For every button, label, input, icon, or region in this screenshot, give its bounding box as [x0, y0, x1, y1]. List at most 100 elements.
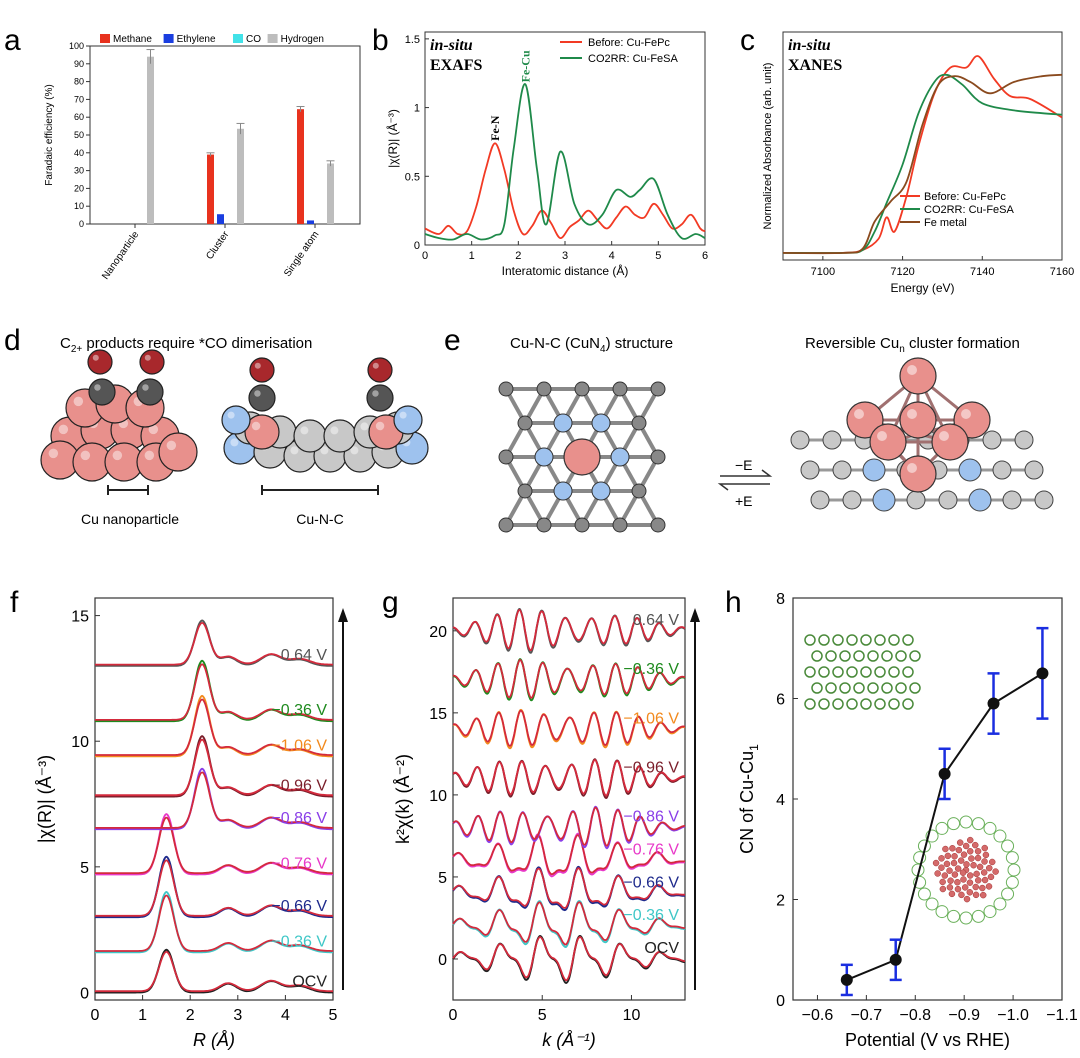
carbon-atom [982, 430, 1002, 450]
h-inset-lattice-ring [818, 666, 830, 678]
h-inset-cluster-atom [946, 884, 954, 891]
h-inset-cluster-atom [966, 889, 974, 896]
a-legend-swatch-ethylene [163, 34, 174, 43]
h-xtick-label: −1.1 [1046, 1007, 1078, 1024]
h-inset-lattice-ring [804, 666, 816, 678]
oxygen-atom [139, 349, 165, 375]
h-inset-lattice-ring [888, 698, 900, 710]
h-inset-cluster-atom [992, 868, 999, 875]
cu-atom-highlight [148, 424, 159, 435]
carbon-atom [536, 381, 552, 397]
h-inset-ring-atom [993, 897, 1007, 911]
a-legend-label-hydrogen: Hydrogen [281, 34, 324, 45]
a-bar-hydrogen [237, 128, 244, 224]
panel-e-title-left: Cu-N-C (CuN4) structure [510, 335, 673, 355]
h-ytick-label: 8 [776, 591, 785, 608]
h-inset-cluster-atom [981, 858, 988, 865]
h-inset-lattice-ring [874, 698, 886, 710]
c-series-line-2 [782, 73, 1063, 255]
carbon-atom-highlight [254, 390, 261, 397]
h-inset-cluster-atom [981, 876, 989, 884]
b-annotation-main: EXAFS [430, 57, 483, 74]
f-xtick-label: 5 [329, 1007, 338, 1024]
h-inset-ring-atom [1005, 875, 1019, 889]
h-inset-cluster-atom [941, 872, 949, 879]
h-inset-lattice-ring [811, 682, 823, 694]
cu-atom [563, 438, 601, 476]
g-spectrum-fit [452, 936, 686, 982]
cu-atom [931, 423, 969, 461]
f-arrowhead [338, 608, 348, 622]
f-ytick-label: 15 [71, 609, 89, 626]
carbon-atom-highlight [372, 390, 379, 397]
h-inset-cluster-atom [948, 890, 956, 898]
a-ytick-label: 100 [69, 41, 84, 51]
g-ylabel: k²χ(k) (Å⁻²) [393, 754, 413, 844]
h-inset-ring-atom [935, 821, 949, 835]
a-ytick-label: 90 [74, 59, 84, 69]
g-spectrum-label: −0.66 V [623, 874, 679, 891]
h-inset-ring-atom [959, 815, 973, 829]
f-ytick-label: 5 [80, 860, 89, 877]
h-inset-lattice-ring [902, 634, 914, 646]
h-inset-lattice-ring [895, 682, 907, 694]
g-spectrum-label: −1.06 V [623, 710, 679, 727]
carbon-atom [574, 517, 590, 533]
g-spectrum-label: −0.36 V [623, 907, 679, 924]
c-xtick-label: 7140 [970, 266, 994, 278]
nitrogen-atom-highlight [399, 411, 407, 419]
h-inset-cluster-atom [938, 855, 945, 862]
a-bar-ethylene [307, 220, 314, 224]
f-spectrum-fit [94, 816, 333, 875]
carbon-atom [612, 517, 628, 533]
h-xtick-label: −0.6 [802, 1007, 834, 1024]
carbon-atom [631, 415, 647, 431]
h-inset-cluster-atom [963, 861, 970, 868]
h-inset-cluster-atom [981, 844, 988, 852]
carbon-atom [938, 490, 958, 510]
h-inset-ring-atom [1001, 887, 1015, 901]
h-inset-lattice-ring [804, 634, 816, 646]
g-spectrum-label: 0.64 V [633, 612, 680, 629]
f-spectrum-fit [95, 698, 333, 756]
a-bar-methane [297, 109, 304, 224]
f-spectrum-label: −0.36 V [271, 933, 327, 950]
h-xtick-label: −1.0 [997, 1007, 1029, 1024]
carbon-atom [650, 381, 666, 397]
c-frame [782, 31, 1063, 261]
h-inset-cluster-atom [939, 878, 946, 886]
a-ytick-label: 40 [74, 148, 84, 158]
h-inset-ring-atom [983, 821, 997, 835]
h-inset-cluster-atom [932, 859, 940, 867]
f-frame [94, 597, 334, 1001]
a-legend-swatch-co [233, 34, 243, 43]
h-data-point [889, 953, 902, 966]
oxygen-atom-highlight [254, 362, 261, 369]
oxygen-atom [367, 357, 393, 383]
cu-atom [158, 432, 198, 472]
nitrogen-atom [591, 481, 611, 501]
b-ytick-label: 0 [414, 240, 420, 252]
carbon-atom [136, 378, 164, 406]
a-legend-label-co: CO [246, 34, 261, 45]
cu-atom-highlight [144, 450, 155, 461]
h-inset-cluster-atom [962, 842, 970, 850]
cu-atom-highlight [961, 409, 971, 419]
g-spectrum-fit [452, 608, 686, 652]
h-data-point [1036, 667, 1049, 680]
h-xlabel: Potential (V vs RHE) [845, 1030, 1010, 1050]
cu-atom-highlight [907, 409, 917, 419]
b-legend-label-1: CO2RR: Cu-FeSA [588, 53, 679, 65]
carbon-atom [88, 378, 116, 406]
h-inset-cluster-atom [979, 884, 986, 892]
panel-b-exafs-chart: 0 1 2 3 4 5 6 0 0.5 1 1.5 Interatomic distance (Å) |… [385, 31, 708, 278]
oxygen-atom [249, 357, 275, 383]
h-inset-ring-atom [971, 909, 985, 923]
h-inset-lattice-ring [832, 634, 844, 646]
g-spectrum-label: −0.96 V [623, 759, 679, 776]
c-legend-label-1: CO2RR: Cu-FeSA [924, 204, 1015, 216]
h-inset-cluster-atom [934, 870, 941, 877]
h-inset-lattice-ring [888, 634, 900, 646]
h-inset-cluster-atom [958, 891, 965, 899]
nitrogen-atom [553, 413, 573, 433]
